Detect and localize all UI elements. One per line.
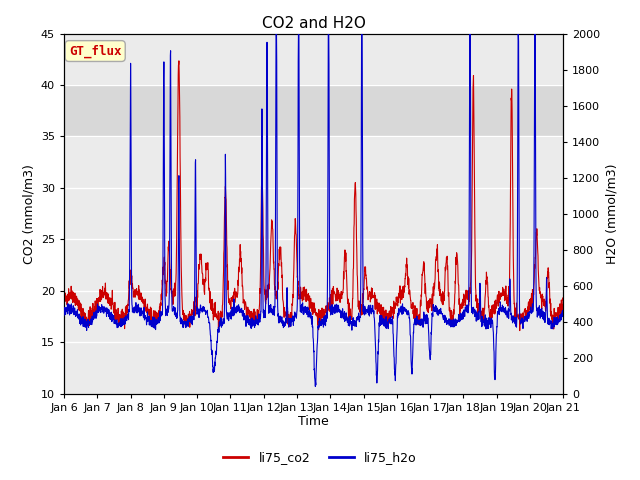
- X-axis label: Time: Time: [298, 415, 329, 429]
- Legend: li75_co2, li75_h2o: li75_co2, li75_h2o: [218, 446, 422, 469]
- Y-axis label: CO2 (mmol/m3): CO2 (mmol/m3): [22, 164, 35, 264]
- Title: CO2 and H2O: CO2 and H2O: [262, 16, 365, 31]
- Bar: [64, 85, 563, 136]
- Text: GT_flux: GT_flux: [69, 44, 122, 58]
- Y-axis label: H2O (mmol/m3): H2O (mmol/m3): [606, 163, 619, 264]
